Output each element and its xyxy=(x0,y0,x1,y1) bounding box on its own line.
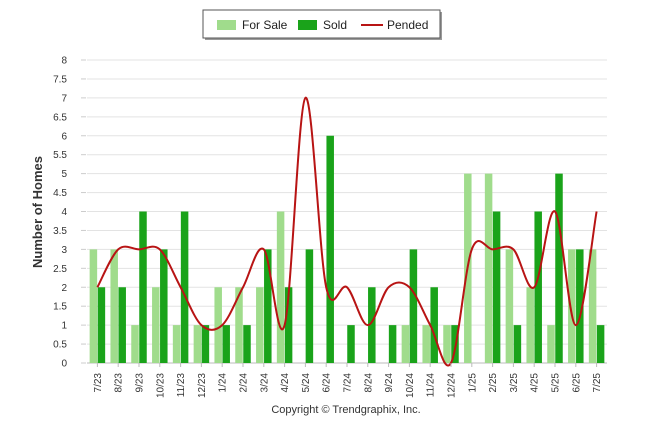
legend-label-for-sale: For Sale xyxy=(242,18,288,32)
bar-sold xyxy=(513,325,522,363)
grid-lines xyxy=(81,59,607,364)
y-axis-title: Number of Homes xyxy=(30,156,45,268)
bar-sold xyxy=(284,287,293,363)
y-tick-label: 8 xyxy=(61,56,67,67)
bar-sold xyxy=(596,325,605,363)
bar-for-sale xyxy=(588,249,597,363)
legend-label-pended: Pended xyxy=(387,18,428,32)
bar-sold xyxy=(243,325,251,363)
bar-for-sale xyxy=(484,173,493,363)
y-tick-label: 3.5 xyxy=(53,226,67,237)
x-tick-label: 4/25 xyxy=(530,373,541,393)
bar-for-sale xyxy=(568,249,576,363)
y-tick-label: 6.5 xyxy=(53,112,67,123)
x-tick-label: 7/23 xyxy=(93,373,104,393)
bar-for-sale xyxy=(547,325,555,363)
y-tick-label: 4.5 xyxy=(53,188,67,199)
x-tick-label: 5/25 xyxy=(551,373,562,393)
bar-for-sale xyxy=(276,211,285,363)
bar-for-sale xyxy=(110,249,118,363)
x-tick-label: 5/24 xyxy=(301,373,312,393)
x-tick-label: 12/23 xyxy=(197,373,208,398)
bar-sold xyxy=(305,249,314,363)
bar-sold xyxy=(492,211,501,363)
y-tick-label: 7.5 xyxy=(53,74,67,85)
x-tick-label: 6/24 xyxy=(322,373,333,393)
y-tick-label: 1.5 xyxy=(53,302,67,313)
bar-for-sale xyxy=(214,287,222,363)
y-tick-label: 6 xyxy=(61,131,67,142)
x-tick-label: 10/24 xyxy=(405,373,416,398)
bar-sold xyxy=(430,287,438,363)
bar-for-sale xyxy=(256,287,264,363)
x-tick-label: 8/23 xyxy=(114,373,125,393)
x-axis-ticks: 7/23 8/23 9/23 10/23 11/23 12/23 1/24 2/24 3/24 4… xyxy=(93,363,603,398)
x-tick-label: 7/25 xyxy=(592,373,603,393)
bar-for-sale xyxy=(526,287,534,363)
bar-sold xyxy=(139,211,147,363)
y-axis-ticks: 0 0.5 1 1.5 2 2.5 3 3.5 4 4.5 5 5.5 6 6.5 7 7.5 8 xyxy=(53,56,67,370)
y-tick-label: 0.5 xyxy=(53,340,67,351)
bar-sold xyxy=(118,287,126,363)
y-tick-label: 4 xyxy=(61,207,67,218)
x-tick-label: 11/24 xyxy=(426,373,437,398)
y-tick-label: 2 xyxy=(61,283,67,294)
x-tick-label: 2/25 xyxy=(488,373,499,393)
bar-for-sale xyxy=(235,287,243,363)
x-tick-label: 8/24 xyxy=(363,373,374,393)
bar-sold xyxy=(409,249,418,363)
bar-sold xyxy=(326,135,334,363)
bar-sold xyxy=(180,211,189,363)
x-tick-label: 1/25 xyxy=(467,373,478,393)
bar-sold xyxy=(347,325,355,363)
y-tick-label: 5.5 xyxy=(53,150,67,161)
bar-sold xyxy=(368,287,376,363)
legend-swatch-sold xyxy=(298,20,317,30)
series-line-pended xyxy=(96,96,598,367)
bar-sold xyxy=(388,325,397,363)
bar-for-sale xyxy=(89,249,98,363)
bar-sold xyxy=(264,249,272,363)
y-tick-label: 3 xyxy=(61,245,67,256)
y-tick-label: 1 xyxy=(61,321,67,332)
bar-for-sale xyxy=(172,325,181,363)
x-tick-label: 9/23 xyxy=(135,373,146,393)
bar-for-sale xyxy=(422,325,430,363)
legend-swatch-for-sale xyxy=(217,20,236,30)
bar-for-sale xyxy=(505,249,514,363)
x-tick-label: 7/24 xyxy=(343,373,354,393)
copyright-text: Copyright © Trendgraphix, Inc. xyxy=(271,404,420,416)
bar-sold xyxy=(555,173,563,363)
x-tick-label: 4/24 xyxy=(280,373,291,393)
bar-sold xyxy=(97,287,106,363)
bar-sold xyxy=(222,325,230,363)
legend-label-sold: Sold xyxy=(323,18,347,32)
bar-sold xyxy=(534,211,542,363)
x-tick-label: 12/24 xyxy=(447,373,458,398)
legend: For Sale Sold Pended xyxy=(202,9,442,40)
bar-sold xyxy=(201,325,210,363)
x-tick-label: 10/23 xyxy=(155,373,166,398)
bar-for-sale xyxy=(131,325,139,363)
bar-for-sale xyxy=(401,325,410,363)
pended-line-group xyxy=(96,96,598,367)
x-tick-label: 2/24 xyxy=(239,373,250,393)
y-tick-label: 0 xyxy=(61,359,67,370)
y-tick-label: 2.5 xyxy=(53,264,67,275)
x-tick-label: 11/23 xyxy=(176,373,187,398)
x-tick-label: 6/25 xyxy=(571,373,582,393)
x-tick-label: 1/24 xyxy=(218,373,229,393)
y-tick-label: 7 xyxy=(61,93,67,104)
y-tick-label: 5 xyxy=(61,169,67,180)
x-tick-label: 3/24 xyxy=(259,373,270,393)
bar-for-sale xyxy=(193,325,202,363)
bar-sold xyxy=(576,249,584,363)
legend-box xyxy=(202,9,441,39)
bar-for-sale xyxy=(443,325,451,363)
x-tick-label: 9/24 xyxy=(384,373,395,393)
bar-for-sale xyxy=(152,287,160,363)
bar-sold xyxy=(160,249,168,363)
x-tick-label: 3/25 xyxy=(509,373,520,393)
